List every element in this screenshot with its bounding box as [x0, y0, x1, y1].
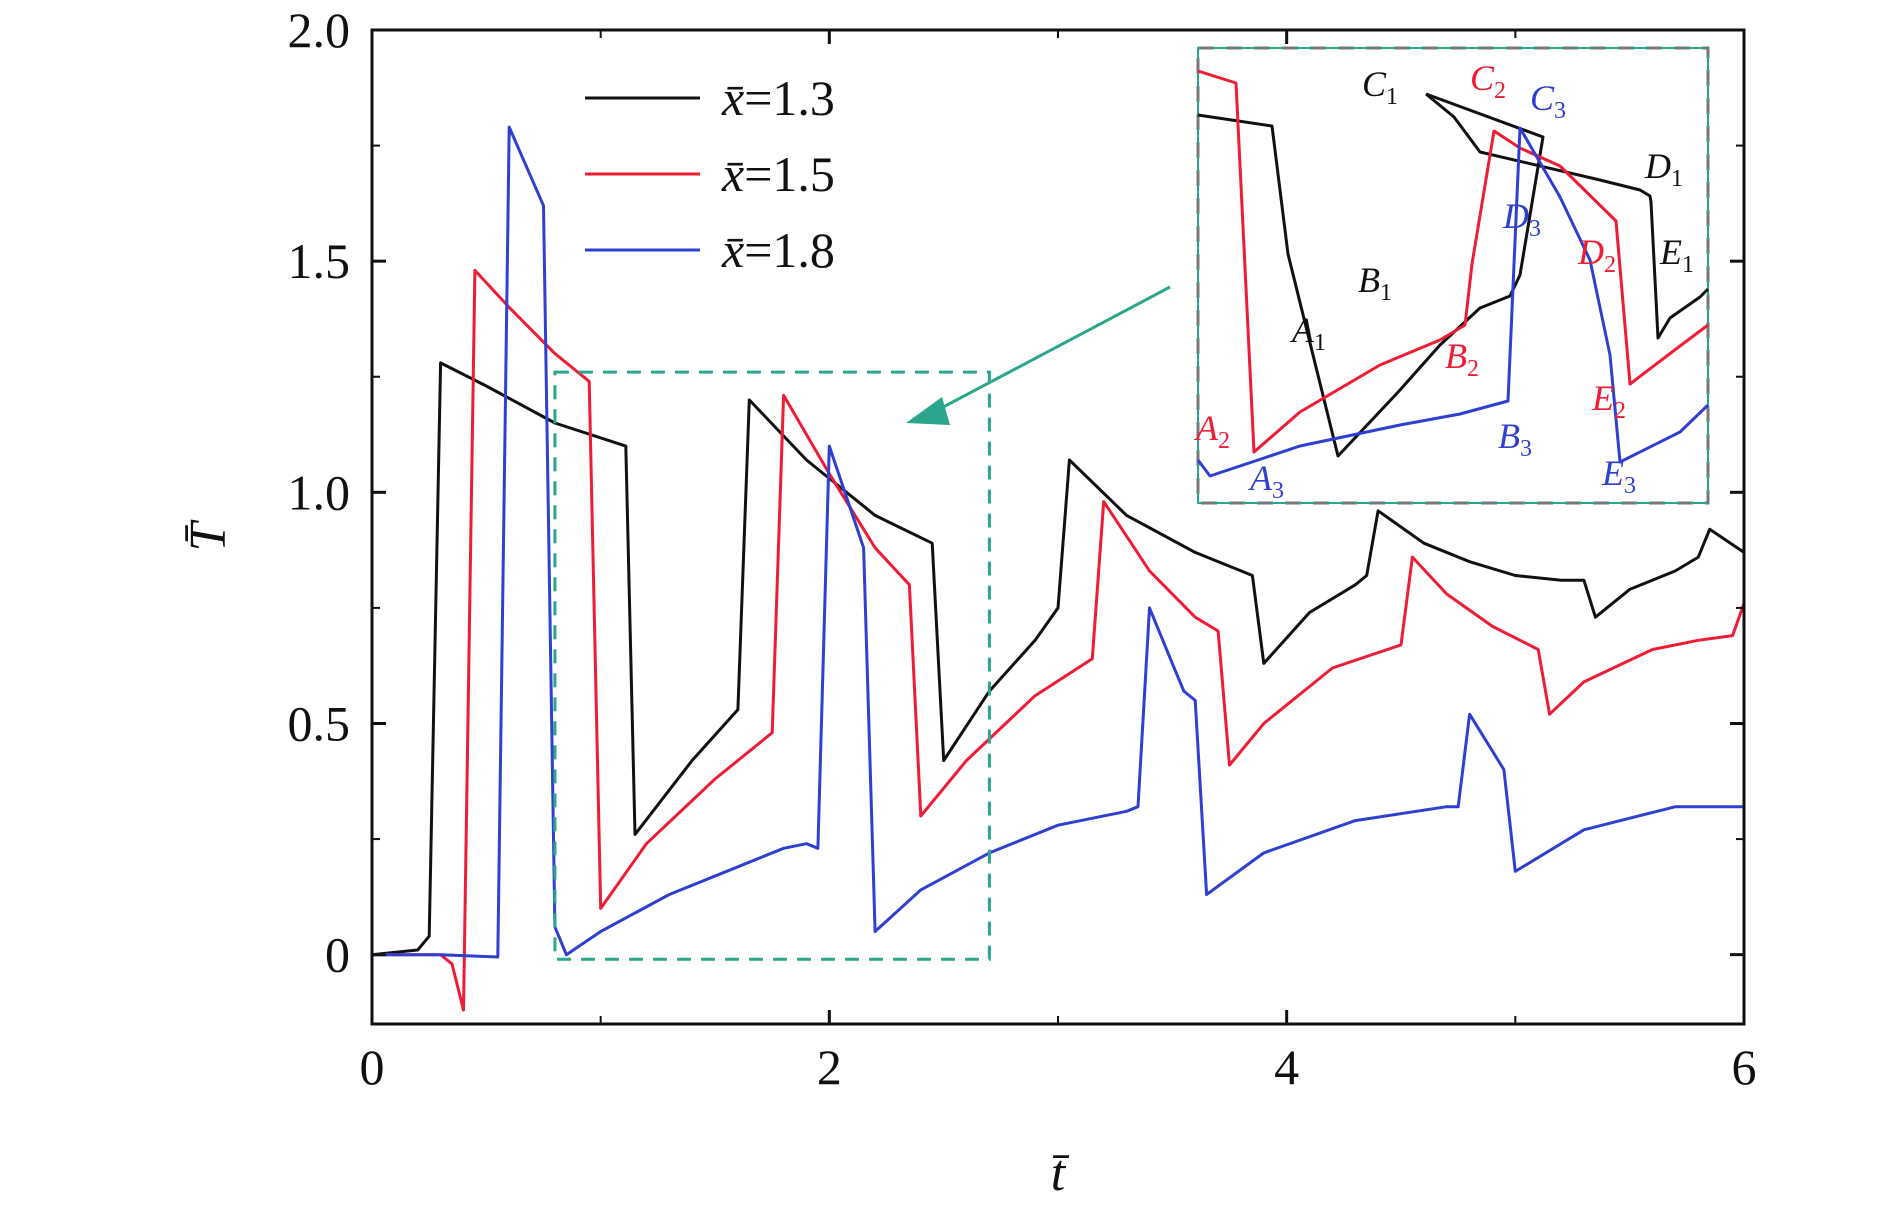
zoom-arrow-head: [906, 397, 950, 425]
point-subscript: 2: [1467, 356, 1479, 382]
point-letter: D: [1644, 146, 1671, 186]
x-axis-label: t̄: [1051, 1145, 1070, 1202]
zoom-arrow-line: [931, 285, 1171, 415]
y-tick-label: 1.0: [288, 464, 351, 520]
axes-group: 0 2 4 6 0 0.5 1.0 1.5 2.0: [288, 2, 1757, 1095]
legend-label-1: x̄=1.3: [721, 70, 835, 126]
x-tick-label: 6: [1732, 1039, 1757, 1095]
inset-point-label-d2: D2: [1577, 232, 1616, 278]
inset-point-label-a3: A3: [1248, 458, 1284, 504]
point-letter: B: [1445, 336, 1467, 376]
inset-point-label-e3: E3: [1601, 453, 1636, 499]
inset-curve-1: [1197, 92, 1545, 458]
point-subscript: 3: [1624, 473, 1636, 499]
plot-frame: [370, 28, 1746, 1026]
inset-point-label-d1: D1: [1644, 146, 1683, 192]
x-tick-label: 4: [1274, 1039, 1299, 1095]
point-letter: B: [1358, 260, 1380, 300]
legend-value: =1.5: [744, 146, 835, 202]
point-subscript: 1: [1386, 84, 1398, 110]
point-letter: C: [1362, 64, 1387, 104]
legend: x̄=1.3x̄=1.5x̄=1.8: [585, 70, 835, 278]
y-tick-label: 1.5: [288, 233, 351, 289]
inset-point-label-e1: E1: [1659, 232, 1694, 278]
point-letter: B: [1498, 416, 1520, 456]
y-tick-label: 0: [325, 927, 350, 983]
inset-point-label-b2: B2: [1445, 336, 1479, 382]
inset-point-label-a2: A2: [1194, 408, 1230, 454]
inset-curve-3: [1197, 69, 1709, 454]
legend-symbol: x̄: [721, 70, 744, 126]
inset-point-label-c3: C3: [1530, 78, 1566, 124]
inset-point-label-b1: B1: [1358, 260, 1392, 306]
zoom-box: [553, 370, 991, 961]
point-subscript: 3: [1520, 436, 1532, 462]
inset-point-label-c2: C2: [1470, 58, 1506, 104]
point-letter: A: [1290, 310, 1315, 350]
inset-point-label-d3: D3: [1502, 196, 1541, 242]
inset-point-label-a1: A1: [1290, 310, 1326, 356]
inset-point-label-b3: B3: [1498, 416, 1532, 462]
point-letter: A: [1194, 408, 1219, 448]
inset-curve-4: [1196, 126, 1710, 478]
point-subscript: 2: [1614, 398, 1626, 424]
legend-label-2: x̄=1.5: [721, 146, 835, 202]
point-subscript: 2: [1218, 428, 1230, 454]
point-subscript: 3: [1272, 478, 1284, 504]
point-letter: D: [1502, 196, 1529, 236]
point-subscript: 1: [1682, 252, 1694, 278]
x-tick-label: 0: [360, 1039, 385, 1095]
point-letter: D: [1577, 232, 1604, 272]
legend-symbol: x̄: [721, 146, 744, 202]
y-tick-label: 0.5: [288, 695, 351, 751]
legend-value: =1.8: [744, 222, 835, 278]
series-line-1: [371, 361, 1745, 957]
plot-series-group: [371, 125, 1746, 1012]
zoom-region-group: [553, 285, 1171, 961]
y-tick-label: 2.0: [288, 2, 351, 58]
point-subscript: 1: [1380, 280, 1392, 306]
point-subscript: 1: [1671, 166, 1683, 192]
point-letter: E: [1659, 232, 1682, 272]
point-letter: C: [1470, 58, 1495, 98]
point-subscript: 3: [1529, 216, 1541, 242]
inset-point-label-c1: C1: [1362, 64, 1398, 110]
point-letter: E: [1591, 378, 1614, 418]
legend-symbol: x̄: [721, 222, 744, 278]
inset-frame-inner: [1197, 47, 1709, 504]
inset-curve-2: [1425, 92, 1710, 340]
legend-label-3: x̄=1.8: [721, 222, 835, 278]
point-letter: E: [1601, 453, 1624, 493]
x-tick-label: 2: [817, 1039, 842, 1095]
point-subscript: 2: [1494, 78, 1506, 104]
inset-point-label-e2: E2: [1591, 378, 1626, 424]
point-subscript: 2: [1604, 252, 1616, 278]
y-axis-label: T̄: [180, 519, 237, 551]
series-line-3: [372, 125, 1744, 959]
point-letter: C: [1530, 78, 1555, 118]
point-letter: A: [1248, 458, 1273, 498]
point-subscript: 1: [1314, 330, 1326, 356]
point-subscript: 3: [1554, 98, 1566, 124]
legend-value: =1.3: [744, 70, 835, 126]
series-line-2: [372, 268, 1746, 1012]
